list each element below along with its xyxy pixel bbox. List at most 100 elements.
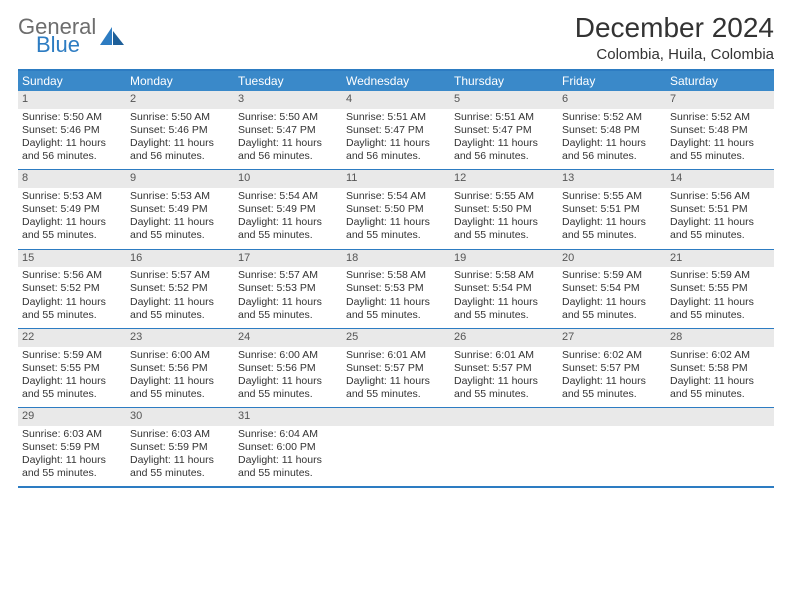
daylight-line: Daylight: 11 hours and 55 minutes. bbox=[670, 375, 770, 401]
sunset-line: Sunset: 5:55 PM bbox=[670, 282, 770, 295]
calendar-day: 9Sunrise: 5:53 AMSunset: 5:49 PMDaylight… bbox=[126, 170, 234, 248]
calendar-day: 17Sunrise: 5:57 AMSunset: 5:53 PMDayligh… bbox=[234, 250, 342, 328]
location-text: Colombia, Huila, Colombia bbox=[575, 46, 774, 63]
daylight-line: Daylight: 11 hours and 56 minutes. bbox=[346, 137, 446, 163]
calendar-day: 26Sunrise: 6:01 AMSunset: 5:57 PMDayligh… bbox=[450, 329, 558, 407]
daylight-line: Daylight: 11 hours and 55 minutes. bbox=[670, 137, 770, 163]
day-number: 25 bbox=[342, 329, 450, 347]
weekday-header: Sunday bbox=[18, 71, 126, 91]
calendar-week: 29Sunrise: 6:03 AMSunset: 5:59 PMDayligh… bbox=[18, 407, 774, 486]
sunrise-line: Sunrise: 5:52 AM bbox=[562, 111, 662, 124]
sunrise-line: Sunrise: 6:03 AM bbox=[130, 428, 230, 441]
sunrise-line: Sunrise: 5:56 AM bbox=[22, 269, 122, 282]
sunset-line: Sunset: 5:52 PM bbox=[130, 282, 230, 295]
calendar-day: 27Sunrise: 6:02 AMSunset: 5:57 PMDayligh… bbox=[558, 329, 666, 407]
sunset-line: Sunset: 5:57 PM bbox=[346, 362, 446, 375]
sunset-line: Sunset: 5:46 PM bbox=[130, 124, 230, 137]
day-number: 3 bbox=[234, 91, 342, 109]
day-number bbox=[558, 408, 666, 426]
calendar-week: 22Sunrise: 5:59 AMSunset: 5:55 PMDayligh… bbox=[18, 328, 774, 407]
sunrise-line: Sunrise: 6:03 AM bbox=[22, 428, 122, 441]
daylight-line: Daylight: 11 hours and 55 minutes. bbox=[130, 296, 230, 322]
weekday-header: Saturday bbox=[666, 71, 774, 91]
sunset-line: Sunset: 5:49 PM bbox=[238, 203, 338, 216]
day-number: 5 bbox=[450, 91, 558, 109]
daylight-line: Daylight: 11 hours and 55 minutes. bbox=[238, 296, 338, 322]
sunrise-line: Sunrise: 6:02 AM bbox=[562, 349, 662, 362]
sunset-line: Sunset: 5:47 PM bbox=[238, 124, 338, 137]
sunrise-line: Sunrise: 6:02 AM bbox=[670, 349, 770, 362]
sunset-line: Sunset: 5:47 PM bbox=[454, 124, 554, 137]
sail-icon bbox=[100, 27, 124, 45]
daylight-line: Daylight: 11 hours and 55 minutes. bbox=[130, 216, 230, 242]
calendar-day: 5Sunrise: 5:51 AMSunset: 5:47 PMDaylight… bbox=[450, 91, 558, 169]
day-number: 8 bbox=[18, 170, 126, 188]
sunrise-line: Sunrise: 5:59 AM bbox=[22, 349, 122, 362]
calendar-day: 28 Sunrise: 6:02 AMSunset: 5:58 PMDayligh… bbox=[666, 329, 774, 407]
day-number bbox=[342, 408, 450, 426]
sunset-line: Sunset: 5:50 PM bbox=[346, 203, 446, 216]
calendar-day bbox=[558, 408, 666, 486]
calendar-day bbox=[342, 408, 450, 486]
daylight-line: Daylight: 11 hours and 55 minutes. bbox=[22, 216, 122, 242]
sunrise-line: Sunrise: 5:55 AM bbox=[562, 190, 662, 203]
day-number: 14 bbox=[666, 170, 774, 188]
calendar: SundayMondayTuesdayWednesdayThursdayFrid… bbox=[18, 69, 774, 488]
calendar-day: 22Sunrise: 5:59 AMSunset: 5:55 PMDayligh… bbox=[18, 329, 126, 407]
daylight-line: Daylight: 11 hours and 55 minutes. bbox=[22, 375, 122, 401]
day-number: 30 bbox=[126, 408, 234, 426]
sunrise-line: Sunrise: 5:53 AM bbox=[130, 190, 230, 203]
daylight-line: Daylight: 11 hours and 55 minutes. bbox=[346, 375, 446, 401]
day-number: 9 bbox=[126, 170, 234, 188]
daylight-line: Daylight: 11 hours and 55 minutes. bbox=[130, 375, 230, 401]
calendar-day: 12Sunrise: 5:55 AMSunset: 5:50 PMDayligh… bbox=[450, 170, 558, 248]
title-block: December 2024 Colombia, Huila, Colombia bbox=[575, 12, 774, 63]
calendar-day: 31Sunrise: 6:04 AMSunset: 6:00 PMDayligh… bbox=[234, 408, 342, 486]
sunset-line: Sunset: 5:51 PM bbox=[562, 203, 662, 216]
day-number: 23 bbox=[126, 329, 234, 347]
daylight-line: Daylight: 11 hours and 56 minutes. bbox=[454, 137, 554, 163]
sunset-line: Sunset: 5:54 PM bbox=[454, 282, 554, 295]
sunset-line: Sunset: 5:53 PM bbox=[238, 282, 338, 295]
day-number: 20 bbox=[558, 250, 666, 268]
sunset-line: Sunset: 5:47 PM bbox=[346, 124, 446, 137]
sunset-line: Sunset: 5:58 PM bbox=[670, 362, 770, 375]
calendar-day: 6Sunrise: 5:52 AMSunset: 5:48 PMDaylight… bbox=[558, 91, 666, 169]
sunset-line: Sunset: 5:59 PM bbox=[130, 441, 230, 454]
daylight-line: Daylight: 11 hours and 55 minutes. bbox=[346, 296, 446, 322]
sunset-line: Sunset: 6:00 PM bbox=[238, 441, 338, 454]
header: General Blue December 2024 Colombia, Hui… bbox=[18, 12, 774, 63]
calendar-day: 18Sunrise: 5:58 AMSunset: 5:53 PMDayligh… bbox=[342, 250, 450, 328]
sunrise-line: Sunrise: 6:04 AM bbox=[238, 428, 338, 441]
daylight-line: Daylight: 11 hours and 55 minutes. bbox=[238, 454, 338, 480]
sunrise-line: Sunrise: 5:54 AM bbox=[346, 190, 446, 203]
sunset-line: Sunset: 5:57 PM bbox=[454, 362, 554, 375]
sunrise-line: Sunrise: 5:54 AM bbox=[238, 190, 338, 203]
daylight-line: Daylight: 11 hours and 55 minutes. bbox=[562, 296, 662, 322]
brand-logo: General Blue bbox=[18, 16, 124, 56]
weekday-header: Friday bbox=[558, 71, 666, 91]
calendar-day: 16Sunrise: 5:57 AMSunset: 5:52 PMDayligh… bbox=[126, 250, 234, 328]
day-number: 15 bbox=[18, 250, 126, 268]
day-number: 28 bbox=[666, 329, 774, 347]
calendar-day: 4Sunrise: 5:51 AMSunset: 5:47 PMDaylight… bbox=[342, 91, 450, 169]
sunrise-line: Sunrise: 5:58 AM bbox=[346, 269, 446, 282]
daylight-line: Daylight: 11 hours and 56 minutes. bbox=[130, 137, 230, 163]
daylight-line: Daylight: 11 hours and 55 minutes. bbox=[454, 375, 554, 401]
day-number: 19 bbox=[450, 250, 558, 268]
calendar-day: 11Sunrise: 5:54 AMSunset: 5:50 PMDayligh… bbox=[342, 170, 450, 248]
sunrise-line: Sunrise: 5:55 AM bbox=[454, 190, 554, 203]
sunrise-line: Sunrise: 5:59 AM bbox=[670, 269, 770, 282]
day-number: 12 bbox=[450, 170, 558, 188]
daylight-line: Daylight: 11 hours and 55 minutes. bbox=[346, 216, 446, 242]
daylight-line: Daylight: 11 hours and 55 minutes. bbox=[670, 216, 770, 242]
calendar-day: 10Sunrise: 5:54 AMSunset: 5:49 PMDayligh… bbox=[234, 170, 342, 248]
sunset-line: Sunset: 5:55 PM bbox=[22, 362, 122, 375]
calendar-day: 1Sunrise: 5:50 AMSunset: 5:46 PMDaylight… bbox=[18, 91, 126, 169]
sunrise-line: Sunrise: 6:00 AM bbox=[130, 349, 230, 362]
day-number: 26 bbox=[450, 329, 558, 347]
day-number: 13 bbox=[558, 170, 666, 188]
brand-word-2: Blue bbox=[36, 34, 96, 56]
sunrise-line: Sunrise: 5:50 AM bbox=[22, 111, 122, 124]
sunrise-line: Sunrise: 5:58 AM bbox=[454, 269, 554, 282]
